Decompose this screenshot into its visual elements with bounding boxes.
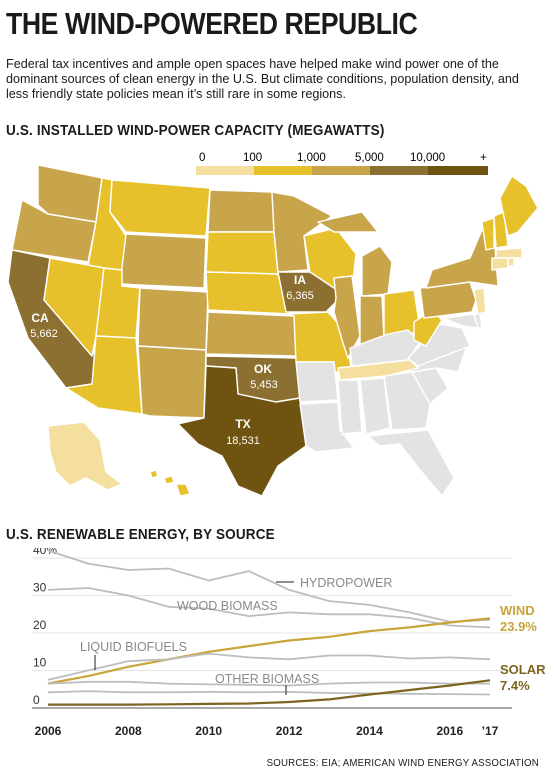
state-HI — [149, 469, 191, 497]
intro-text: Federal tax incentives and ample open sp… — [6, 57, 519, 101]
x-tick-2017: ’17 — [482, 724, 499, 738]
state-NM — [137, 345, 207, 419]
state-GA — [383, 371, 431, 431]
legend-label-2: 1,000 — [297, 152, 326, 164]
y-tick-30: 30 — [33, 581, 47, 595]
state-MS — [337, 379, 363, 435]
state-AL — [359, 377, 391, 435]
y-tick-10: 10 — [33, 656, 47, 670]
state-MN — [271, 191, 333, 273]
series-line-wind — [47, 617, 491, 685]
state-LA — [299, 401, 355, 453]
state-MT — [109, 179, 211, 237]
wood-biomass-label: WOOD BIOMASS — [177, 599, 278, 613]
wind-value: 23.9% — [500, 619, 537, 634]
state-RI — [507, 257, 515, 267]
x-tick-2008: 2008 — [115, 724, 142, 738]
wind-label: WIND — [500, 603, 535, 618]
series-line-other-5 — [47, 690, 491, 696]
state-label-IA: IA — [294, 273, 306, 287]
series-line-wood-biomass — [47, 587, 491, 629]
legend-label-1: 100 — [243, 152, 262, 164]
y-tick-20: 20 — [33, 618, 47, 632]
state-SD — [205, 231, 279, 275]
state-AK — [47, 421, 123, 491]
state-MA — [495, 247, 523, 259]
state-WY — [119, 233, 207, 289]
state-label-TX: TX — [235, 417, 250, 431]
other-biomass-label: OTHER BIOMASS — [215, 672, 319, 686]
state-NE — [205, 271, 291, 315]
state-TX — [177, 365, 307, 497]
legend-swatch-1 — [254, 166, 312, 175]
wind-capacity-map: 0 100 1,000 5,000 10,000 + — [7, 152, 539, 497]
page-title: THE WIND-POWERED REPUBLIC — [6, 6, 418, 41]
state-label-CA: CA — [31, 311, 49, 325]
y-tick-0: 0 — [33, 693, 40, 707]
state-labels: CA 5,662 IA 6,365 OK 5,453 TX 18,531 — [30, 273, 314, 447]
y-tick-40: 40% — [33, 548, 57, 557]
state-ND — [207, 189, 275, 233]
state-shapes — [7, 164, 539, 497]
x-tick-2006: 2006 — [35, 724, 62, 738]
series-line-solar — [48, 679, 491, 706]
x-tick-2012: 2012 — [276, 724, 303, 738]
state-value-OK: 5,453 — [250, 379, 278, 391]
state-NV — [43, 257, 105, 357]
x-tick-2016: 2016 — [436, 724, 463, 738]
state-MI — [317, 211, 393, 297]
x-axis-ticks: 2006 2008 2010 2012 2014 2016 ’17 — [35, 724, 499, 738]
state-IL — [333, 275, 361, 359]
y-axis-ticks: 40% 30 20 10 0 — [33, 548, 57, 707]
hydropower-label: HYDROPOWER — [300, 576, 392, 590]
solar-label: SOLAR — [500, 662, 545, 677]
source-note: SOURCES: EIA; AMERICAN WIND ENERGY ASSOC… — [266, 757, 539, 769]
x-tick-2014: 2014 — [356, 724, 383, 738]
state-AR — [295, 361, 339, 403]
state-ME — [499, 175, 539, 237]
state-VT — [481, 217, 495, 251]
series-line-hydropower — [47, 549, 491, 623]
state-label-OK: OK — [254, 362, 272, 376]
state-NJ — [473, 287, 487, 315]
state-KS — [205, 311, 297, 357]
legend-label-5: + — [480, 152, 487, 164]
solar-value: 7.4% — [500, 678, 530, 693]
legend-swatch-2 — [312, 166, 370, 175]
state-value-IA: 6,365 — [286, 290, 314, 302]
state-value-TX: 18,531 — [226, 435, 260, 447]
state-value-CA: 5,662 — [30, 328, 58, 340]
legend-label-4: 10,000 — [410, 152, 445, 164]
legend-swatch-3 — [370, 166, 428, 175]
series-line-liquid-biofuels — [47, 652, 491, 681]
legend-swatch-0 — [196, 166, 254, 175]
state-CT — [491, 257, 509, 271]
x-tick-2010: 2010 — [195, 724, 222, 738]
legend-label-3: 5,000 — [355, 152, 384, 164]
state-FL — [367, 429, 455, 497]
series-lines — [47, 549, 491, 706]
state-CO — [137, 287, 209, 351]
state-AZ — [65, 335, 143, 415]
legend-label-0: 0 — [199, 152, 205, 164]
series-labels: HYDROPOWER WOOD BIOMASS LIQUID BIOFUELS OTH… — [80, 576, 545, 695]
series-line-other-biomass — [47, 680, 490, 687]
liquid-biofuels-label: LIQUID BIOFUELS — [80, 640, 187, 654]
chart-heading: U.S. RENEWABLE ENERGY, BY SOURCE — [6, 526, 275, 543]
map-legend: 0 100 1,000 5,000 10,000 + — [196, 152, 488, 175]
map-heading: U.S. INSTALLED WIND-POWER CAPACITY (MEGA… — [6, 122, 385, 139]
legend-swatch-4 — [428, 166, 488, 175]
